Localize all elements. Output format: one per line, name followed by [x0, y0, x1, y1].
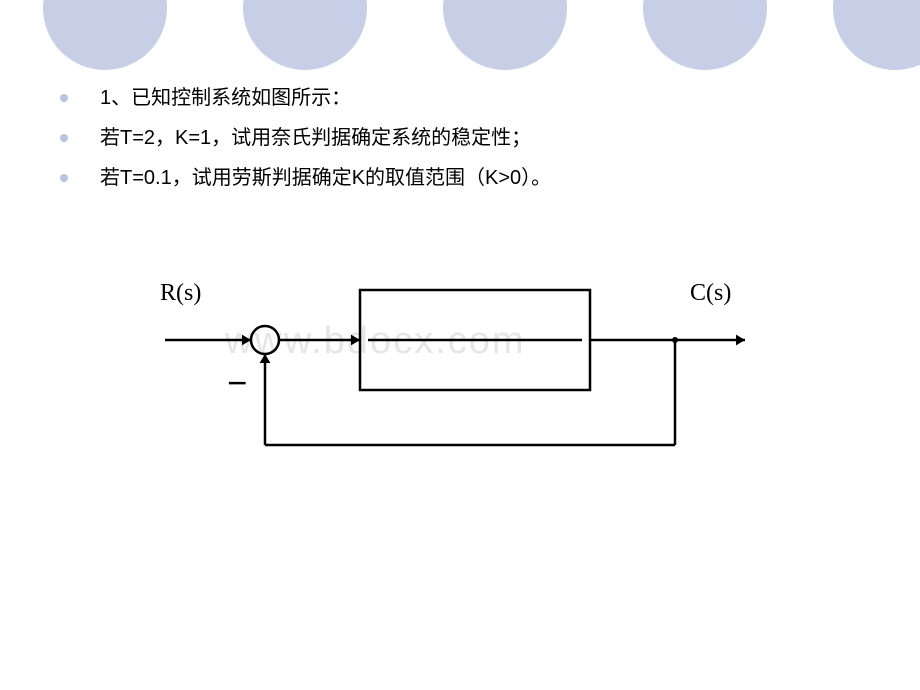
bullet-marker: [60, 94, 68, 102]
output-label: C(s): [690, 280, 731, 307]
bullet-marker: [60, 174, 68, 182]
bullet-item: 若T=2，K=1，试用奈氏判据确定系统的稳定性；: [60, 122, 551, 154]
bullet-item: 若T=0.1，试用劳斯判据确定K的取值范围（K>0）。: [60, 162, 551, 194]
block-diagram: R(s) C(s) −: [165, 250, 765, 480]
minus-label: −: [227, 362, 248, 404]
bullet-text: 若T=2，K=1，试用奈氏判据确定系统的稳定性；: [100, 122, 531, 154]
decorative-circles: [0, 0, 920, 90]
input-label: R(s): [160, 280, 201, 307]
bullet-text: 1、已知控制系统如图所示：: [100, 82, 351, 114]
bullet-item: 1、已知控制系统如图所示：: [60, 82, 551, 114]
bullet-marker: [60, 134, 68, 142]
bullet-text: 若T=0.1，试用劳斯判据确定K的取值范围（K>0）。: [100, 162, 551, 194]
bullet-list: 1、已知控制系统如图所示： 若T=2，K=1，试用奈氏判据确定系统的稳定性； 若…: [60, 82, 551, 202]
